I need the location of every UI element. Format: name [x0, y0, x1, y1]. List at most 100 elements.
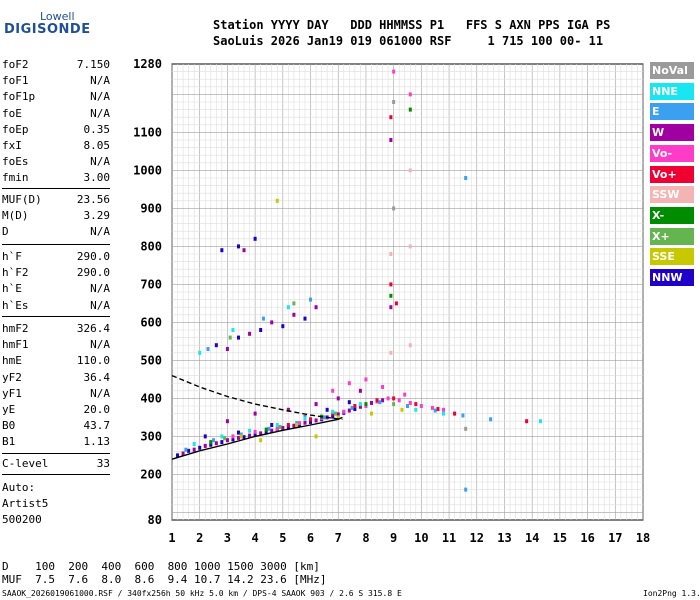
data-point — [433, 408, 437, 413]
y-tick-label: 900 — [140, 201, 162, 215]
data-point — [419, 404, 423, 408]
data-point — [309, 297, 313, 302]
param-row-hf: h`F 290.0 — [2, 250, 110, 265]
electron-density-profile-dashed — [171, 374, 343, 420]
param-value: N/A — [90, 106, 110, 120]
data-point — [350, 405, 354, 410]
data-point — [248, 331, 252, 336]
data-point — [381, 385, 385, 389]
param-row-d: D N/A — [2, 225, 110, 240]
data-point — [231, 437, 235, 442]
param-value: 110.0 — [76, 354, 110, 368]
muf-values-row: MUF 7.5 7.6 8.0 8.6 9.4 10.7 14.2 23.6 [… — [2, 573, 327, 586]
param-row-hes: h`Es N/A — [2, 299, 110, 314]
param-row-foe: foE N/A — [2, 107, 110, 122]
data-point — [261, 316, 265, 321]
param-value: N/A — [90, 155, 110, 169]
data-point — [223, 436, 227, 441]
param-label: M(D) — [2, 209, 29, 223]
x-tick-label: 8 — [362, 531, 369, 545]
param-label: hmE — [2, 354, 22, 368]
data-point — [253, 236, 257, 241]
param-value: 43.7 — [83, 419, 111, 433]
param-value: N/A — [90, 74, 110, 88]
footer-version: Ion2Png 1.3.17 — [643, 589, 700, 598]
data-point — [292, 312, 296, 317]
legend-item-xplus: X+ — [650, 227, 694, 245]
data-point — [198, 350, 202, 355]
param-row-foep: foEp 0.35 — [2, 123, 110, 138]
data-point — [397, 398, 401, 403]
param-row-b1: B1 1.13 — [2, 435, 110, 450]
data-point — [187, 448, 191, 453]
data-point — [408, 343, 412, 348]
legend-item-nnw: NNW — [650, 269, 694, 286]
x-tick-label: 2 — [196, 531, 203, 545]
legend-item-noval: NoVal — [650, 62, 694, 79]
data-point — [389, 350, 393, 355]
data-point — [408, 400, 412, 405]
param-value: N/A — [90, 386, 110, 400]
param-value: 36.4 — [83, 370, 111, 384]
data-point — [259, 438, 263, 443]
param-row-ye: yE 20.0 — [2, 403, 110, 418]
param-label: D — [2, 225, 9, 239]
data-point — [303, 316, 307, 321]
data-point — [464, 487, 468, 492]
data-point — [389, 138, 393, 142]
data-point — [181, 451, 185, 456]
data-point — [408, 92, 412, 97]
x-tick-label: 9 — [390, 531, 397, 545]
data-point — [369, 411, 373, 416]
data-point — [264, 430, 268, 435]
data-point — [331, 409, 335, 414]
data-point — [322, 415, 326, 420]
data-point — [220, 248, 224, 253]
param-label: fmin — [2, 171, 29, 185]
data-point — [403, 392, 407, 397]
data-point — [203, 443, 207, 448]
legend-item-xminus: X- — [650, 206, 694, 224]
data-point — [358, 402, 362, 407]
data-point — [314, 418, 318, 423]
data-point — [389, 305, 393, 310]
data-point — [392, 402, 396, 407]
param-value: 3.29 — [83, 209, 111, 223]
data-point — [364, 377, 368, 382]
param-value: 8.05 — [83, 139, 111, 152]
y-tick-label: 300 — [140, 429, 162, 443]
data-point — [212, 438, 216, 443]
param-row-fof1p: foF1p N/A — [2, 90, 110, 105]
param-label: h`E — [2, 282, 22, 296]
data-point — [253, 429, 257, 434]
autoscale-info-line: Auto: — [2, 481, 36, 494]
data-point — [394, 301, 398, 306]
data-point — [353, 407, 357, 412]
x-tick-label: 1 — [168, 531, 175, 545]
legend-item-ssw: SSW — [650, 186, 694, 204]
data-point — [358, 404, 362, 409]
data-point — [242, 248, 246, 253]
data-point — [358, 388, 362, 393]
param-label: h`F2 — [2, 266, 29, 280]
data-point — [303, 420, 307, 425]
param-label: yF1 — [2, 386, 22, 400]
data-point — [464, 176, 468, 180]
data-point — [192, 447, 196, 452]
data-point — [408, 107, 412, 112]
param-value: N/A — [90, 90, 110, 104]
legend-item-vominus: Vo- — [650, 144, 694, 162]
data-point — [275, 423, 279, 427]
data-point — [242, 435, 246, 440]
y-tick-label: 1100 — [133, 125, 162, 139]
data-point — [206, 347, 210, 351]
legend-item-nne: NNE — [650, 82, 694, 100]
param-separator — [2, 453, 110, 454]
data-point — [253, 411, 257, 416]
x-tick-label: 6 — [307, 531, 314, 545]
param-label: C-level — [2, 457, 49, 470]
data-point — [292, 423, 296, 428]
data-point — [292, 301, 296, 306]
param-row-hme: hmE 110.0 — [2, 354, 110, 369]
